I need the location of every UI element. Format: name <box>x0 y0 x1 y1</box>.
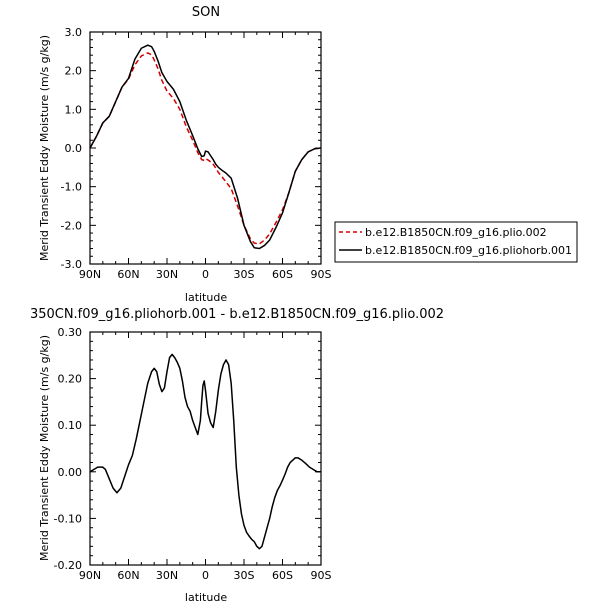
top-chart-ylabel: Merid Transient Eddy Moisture (m/s g/kg) <box>38 35 51 261</box>
top-x-tick-label: 90N <box>79 268 101 281</box>
top-y-tick-label: -3.0 <box>61 258 82 271</box>
top-chart-title: SON <box>192 5 220 20</box>
top-y-tick-label: 2.0 <box>65 65 83 78</box>
bottom-chart-xlabel: latitude <box>185 591 227 604</box>
legend-entry-pliohorb: b.e12.B1850CN.f09_g16.pliohorb.001 <box>365 244 572 257</box>
bottom-x-tick-label: 90N <box>79 569 101 582</box>
top-chart-legend: b.e12.B1850CN.f09_g16.plio.002 b.e12.B18… <box>334 221 578 263</box>
top-x-tick-label: 60S <box>272 268 293 281</box>
bottom-chart-series <box>89 353 321 550</box>
top-chart-xlabel: latitude <box>185 291 227 304</box>
bottom-chart: 350CN.f09_g16.pliohorb.001 - b.e12.B1850… <box>30 307 444 604</box>
bottom-y-tick-label: -0.20 <box>54 559 82 572</box>
bottom-series-line-0 <box>89 353 321 550</box>
legend-box <box>334 221 578 263</box>
bottom-x-tick-label: 90S <box>311 569 332 582</box>
bottom-y-tick-label: 0.30 <box>58 326 83 339</box>
top-x-tick-label: 30N <box>156 268 178 281</box>
bottom-x-tick-label: 0 <box>202 569 209 582</box>
bottom-chart-ylabel: Merid Transient Eddy Moisture (m/s g/kg) <box>38 335 51 561</box>
top-y-tick-label: 3.0 <box>65 26 83 39</box>
top-y-tick-label: -1.0 <box>61 181 82 194</box>
top-x-tick-label: 90S <box>311 268 332 281</box>
bottom-y-tick-label: 0.20 <box>58 373 83 386</box>
legend-entry-plio: b.e12.B1850CN.f09_g16.plio.002 <box>365 226 547 239</box>
bottom-y-tick-label: -0.10 <box>54 512 82 525</box>
top-y-tick-label: 1.0 <box>65 103 83 116</box>
top-x-tick-label: 30S <box>234 268 255 281</box>
bottom-y-tick-label: 0.00 <box>58 466 83 479</box>
bottom-chart-ticks: 90N 60N 30N 0 30S 60S 90S -0.20 -0.10 0.00 0.10 0.2… <box>54 326 332 582</box>
bottom-x-tick-label: 30S <box>234 569 255 582</box>
top-series-line-0 <box>89 52 322 245</box>
bottom-chart-title: 350CN.f09_g16.pliohorb.001 - b.e12.B1850… <box>30 307 444 322</box>
bottom-x-tick-label: 60S <box>272 569 293 582</box>
top-y-tick-label: 0.0 <box>65 142 83 155</box>
top-chart-series <box>89 44 322 250</box>
top-chart-ticks: 90N 60N 30N 0 30S 60S 90S -3.0 -2.0 -1.0 0.0 1.0 2.0… <box>61 26 332 281</box>
bottom-x-tick-label: 60N <box>117 569 139 582</box>
top-y-tick-label: -2.0 <box>61 219 82 232</box>
top-x-tick-label: 0 <box>202 268 209 281</box>
bottom-chart-frame <box>89 331 322 566</box>
top-series-line-1 <box>89 44 322 250</box>
bottom-x-tick-label: 30N <box>156 569 178 582</box>
top-x-tick-label: 60N <box>117 268 139 281</box>
bottom-y-tick-label: 0.10 <box>58 419 83 432</box>
top-chart: SON 90N 60N 30N 0 30S 60S 90S -3.0 -2.0 -1.0 0.0 1.… <box>38 5 332 304</box>
top-chart-frame <box>89 31 322 265</box>
